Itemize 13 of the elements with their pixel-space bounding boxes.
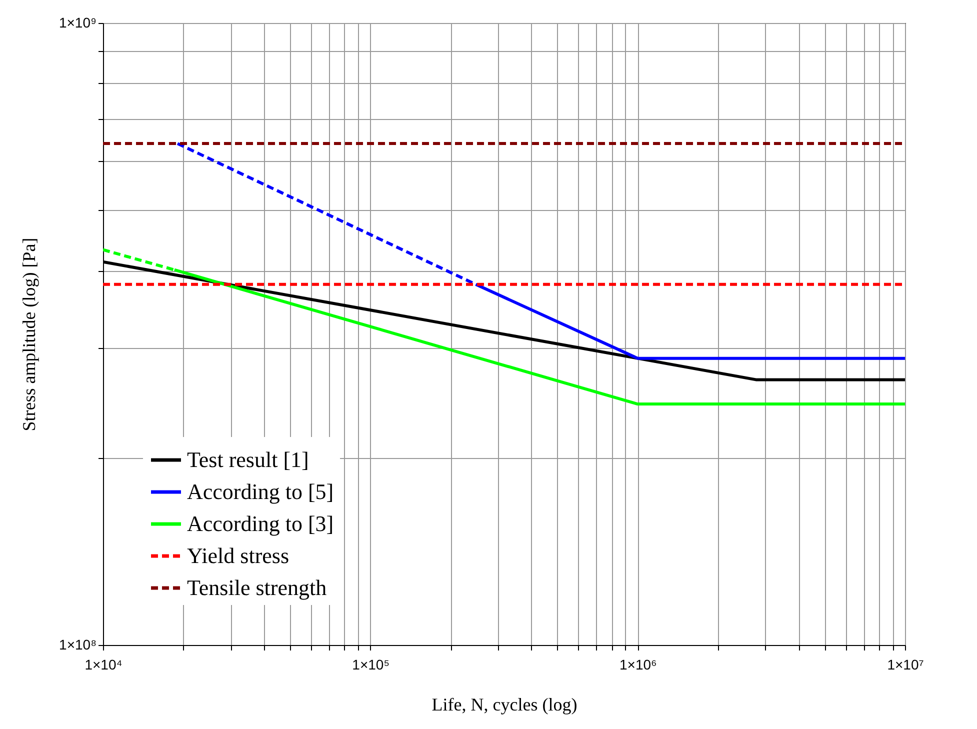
legend-label: Tensile strength (187, 575, 327, 600)
x-tick-label: 1×10⁶ (620, 656, 657, 672)
x-axis-title: Life, N, cycles (log) (432, 694, 578, 714)
legend-label: Test result [1] (187, 447, 309, 472)
x-tick-label: 1×10⁷ (887, 656, 924, 672)
legend-label: According to [5] (187, 479, 334, 504)
legend-label: Yield stress (187, 543, 290, 568)
x-tick-label: 1×10⁵ (352, 656, 390, 672)
y-tick-label: 1×10⁸ (59, 636, 97, 652)
y-axis-title: Stress amplitude (log) [Pa] (18, 238, 39, 432)
x-tick-label: 1×10⁴ (84, 656, 122, 672)
y-tick-label: 1×10⁹ (58, 14, 97, 30)
legend-label: According to [3] (187, 511, 334, 536)
